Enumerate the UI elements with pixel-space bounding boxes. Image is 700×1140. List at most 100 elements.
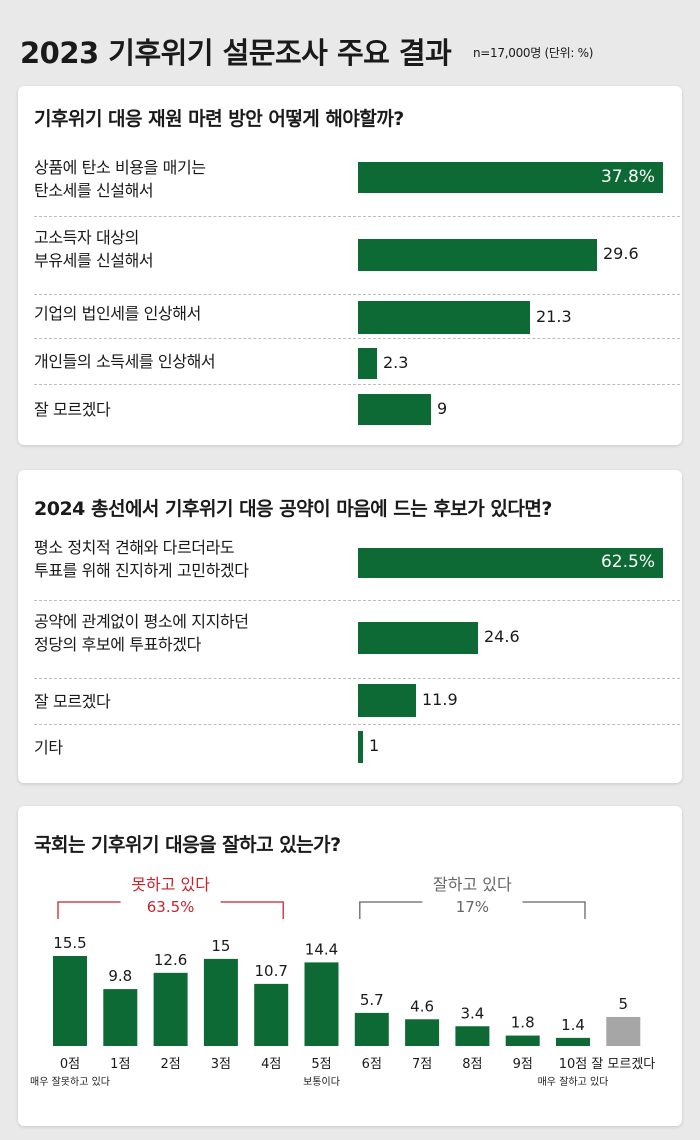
bar-value-label: 3.4 xyxy=(460,1004,484,1022)
bar xyxy=(358,548,663,578)
category-line: 공약에 관계없이 평소에 지지하던 xyxy=(34,612,249,631)
category-line: 잘 모르겠다 xyxy=(34,692,111,711)
bar xyxy=(203,958,238,1046)
x-tick-label: 10점 xyxy=(559,1057,588,1072)
bar-value-label: 9 xyxy=(437,398,448,418)
bar-row: 기업의 법인세를 인상해서 21.3 xyxy=(34,294,680,339)
bar xyxy=(455,1026,490,1046)
bar-row: 기타 1 xyxy=(34,724,680,774)
bar-category-label: 개인들의 소득세를 인상해서 xyxy=(34,350,216,373)
bar xyxy=(358,348,377,379)
group-value: 17% xyxy=(456,898,489,916)
bar-value-label: 1.4 xyxy=(561,1016,585,1034)
bar-value-label: 5.7 xyxy=(360,991,384,1009)
group-label: 못하고 있다 xyxy=(131,875,210,894)
category-line: 정당의 후보에 투표하겠다 xyxy=(34,635,201,654)
group-value: 63.5% xyxy=(147,898,195,916)
x-tick-label: 잘 모르겠다 xyxy=(591,1057,655,1072)
bar-value-label: 11.9 xyxy=(422,689,458,709)
page-title: 2023 기후위기 설문조사 주요 결과 xyxy=(20,36,452,70)
bar xyxy=(358,622,478,654)
category-line: 평소 정치적 견해와 다르더라도 xyxy=(34,538,235,557)
bar-row: 잘 모르겠다 11.9 xyxy=(34,678,680,725)
bar-value-label: 1 xyxy=(369,736,380,755)
bar-value-label: 10.7 xyxy=(254,962,287,980)
bar-value-label: 15.5 xyxy=(53,934,86,952)
bar-value-label: 21.3 xyxy=(536,306,572,326)
x-sublabel: 매우 잘못하고 있다 xyxy=(30,1075,110,1088)
bar-value-label: 12.6 xyxy=(154,951,187,969)
x-tick-label: 8점 xyxy=(462,1057,482,1072)
bar-row: 잘 모르겠다 9 xyxy=(34,384,680,434)
bar-value-label: 2.3 xyxy=(383,352,409,372)
bar-value-label: 15 xyxy=(211,937,230,955)
bar-category-label: 기업의 법인세를 인상해서 xyxy=(34,302,201,325)
bar xyxy=(358,684,416,717)
unit-note: n=17,000명 (단위: %) xyxy=(473,46,594,60)
header: 2023 기후위기 설문조사 주요 결과 n=17,000명 (단위: %) xyxy=(20,30,690,70)
bar-value-label: 24.6 xyxy=(484,627,520,646)
bar-category-label: 잘 모르겠다 xyxy=(34,690,111,713)
bar xyxy=(153,972,188,1046)
bar-category-label: 잘 모르겠다 xyxy=(34,398,111,421)
bar-value-label: 29.6 xyxy=(603,244,639,263)
bar-value-label: 14.4 xyxy=(305,940,338,958)
bar xyxy=(358,731,363,763)
category-line: 탄소세를 신설해서 xyxy=(34,181,154,200)
bar xyxy=(358,394,431,425)
group-bracket xyxy=(57,901,284,919)
x-sublabel: 보통이다 xyxy=(303,1076,340,1088)
x-tick-label: 7점 xyxy=(412,1057,432,1072)
chart-panel-election: 2024 총선에서 기후위기 대응 공약이 마음에 드는 후보가 있다면? 평소… xyxy=(18,470,682,783)
bar xyxy=(358,239,597,271)
category-line: 고소득자 대상의 xyxy=(34,228,139,247)
category-line: 부유세를 신설해서 xyxy=(34,251,154,270)
bar-value-label: 1.8 xyxy=(511,1014,535,1032)
bar-row: 개인들의 소득세를 인상해서 2.3 xyxy=(34,338,680,385)
x-tick-label: 0점 xyxy=(60,1057,80,1072)
category-line: 기업의 법인세를 인상해서 xyxy=(34,304,201,323)
bar-value-label: 5 xyxy=(619,995,629,1013)
bar xyxy=(505,1035,540,1046)
bar xyxy=(358,301,530,334)
bar xyxy=(254,983,289,1046)
bar-category-label: 기타 xyxy=(34,736,63,759)
bar-value-label: 62.5% xyxy=(600,552,655,572)
x-tick-label: 4점 xyxy=(261,1057,281,1072)
category-line: 개인들의 소득세를 인상해서 xyxy=(34,352,216,371)
bar-value-label: 9.8 xyxy=(108,967,132,985)
bar xyxy=(606,1016,641,1046)
bar xyxy=(53,956,87,1046)
bar xyxy=(103,989,138,1046)
category-line: 상품에 탄소 비용을 매기는 xyxy=(34,158,206,177)
category-line: 잘 모르겠다 xyxy=(34,400,111,419)
bar xyxy=(354,1012,389,1046)
x-tick-label: 9점 xyxy=(513,1057,533,1072)
chart-title-funding: 기후위기 대응 재원 마련 방안 어떻게 해야할까? xyxy=(34,108,404,130)
bar xyxy=(304,962,339,1046)
x-tick-label: 3점 xyxy=(211,1057,231,1072)
chart-panel-funding: 기후위기 대응 재원 마련 방안 어떻게 해야할까? 상품에 탄소 비용을 매기… xyxy=(18,86,682,445)
bar xyxy=(358,162,663,193)
group-label: 잘하고 있다 xyxy=(433,875,512,894)
category-line: 투표를 위해 진지하게 고민하겠다 xyxy=(34,561,249,580)
x-tick-label: 2점 xyxy=(160,1057,180,1072)
x-tick-label: 6점 xyxy=(362,1057,382,1072)
group-bracket xyxy=(359,901,586,919)
x-sublabel: 매우 잘하고 있다 xyxy=(538,1075,609,1088)
bar-value-label: 37.8% xyxy=(600,166,655,187)
category-line: 기타 xyxy=(34,738,63,757)
x-tick-label: 1점 xyxy=(110,1057,130,1072)
bar xyxy=(556,1037,590,1046)
bar xyxy=(405,1019,440,1046)
chart-title-assembly: 국회는 기후위기 대응을 잘하고 있는가? xyxy=(34,834,341,856)
